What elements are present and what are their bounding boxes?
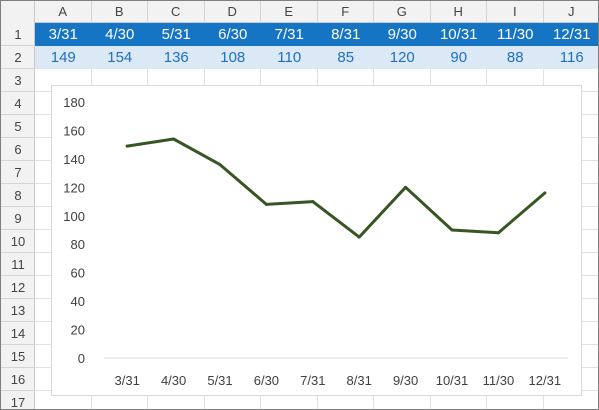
- cell-i2[interactable]: 88: [487, 46, 544, 69]
- column-header-d[interactable]: D: [205, 1, 261, 23]
- cell-i1[interactable]: 11/30: [487, 23, 544, 46]
- row-header-1[interactable]: 1: [1, 23, 35, 46]
- row-header-4[interactable]: 4: [1, 92, 35, 115]
- cell-e1[interactable]: 7/31: [261, 23, 318, 46]
- x-tick-label: 4/30: [161, 373, 186, 388]
- data-point[interactable]: [357, 235, 361, 239]
- row-header-bar: 1 2 3 4 5 6 7 8 9 10 11 12 13 14 15 16 17: [1, 23, 35, 409]
- data-point[interactable]: [172, 137, 176, 141]
- row-header-7[interactable]: 7: [1, 161, 35, 184]
- row-header-3[interactable]: 3: [1, 69, 35, 92]
- chart-canvas: 0 20 40 60 80 100 120 140 160 180 3/31 4/30 5/31 6/30…: [63, 95, 568, 388]
- cell-b2[interactable]: 154: [91, 46, 148, 69]
- cell-e2[interactable]: 110: [261, 46, 318, 69]
- data-point[interactable]: [543, 191, 547, 195]
- row-header-9[interactable]: 9: [1, 207, 35, 230]
- row-header-15[interactable]: 15: [1, 345, 35, 368]
- data-point[interactable]: [264, 202, 268, 206]
- y-tick-label: 40: [71, 294, 85, 309]
- cell-h1[interactable]: 10/31: [430, 23, 487, 46]
- cell-g2[interactable]: 120: [374, 46, 431, 69]
- row-header-6[interactable]: 6: [1, 138, 35, 161]
- data-point[interactable]: [218, 163, 222, 167]
- line-chart[interactable]: 0 20 40 60 80 100 120 140 160 180 3/31 4/30 5/31 6/30…: [51, 85, 582, 396]
- y-tick-label: 20: [71, 323, 85, 338]
- row-header-5[interactable]: 5: [1, 115, 35, 138]
- cell-g1[interactable]: 9/30: [374, 23, 431, 46]
- cell-a1[interactable]: 3/31: [35, 23, 92, 46]
- data-point[interactable]: [496, 231, 500, 235]
- x-tick-label: 12/31: [529, 373, 562, 388]
- column-header-e[interactable]: E: [261, 1, 318, 23]
- data-point[interactable]: [311, 200, 315, 204]
- cell-f2[interactable]: 85: [317, 46, 374, 69]
- column-header-c[interactable]: C: [148, 1, 205, 23]
- y-tick-label: 180: [63, 95, 85, 110]
- cell-j1[interactable]: 12/31: [543, 23, 598, 46]
- cell-d1[interactable]: 6/30: [204, 23, 261, 46]
- x-tick-label: 7/31: [300, 373, 325, 388]
- data-point[interactable]: [125, 144, 129, 148]
- row-header-2[interactable]: 2: [1, 46, 35, 69]
- y-tick-label: 80: [71, 237, 85, 252]
- row-header-17[interactable]: 17: [1, 391, 35, 409]
- row-header-14[interactable]: 14: [1, 322, 35, 345]
- row-header-12[interactable]: 12: [1, 276, 35, 299]
- x-tick-label: 8/31: [347, 373, 372, 388]
- row-header-8[interactable]: 8: [1, 184, 35, 207]
- column-header-f[interactable]: F: [318, 1, 374, 23]
- y-tick-label: 140: [63, 152, 85, 167]
- y-tick-label: 60: [71, 266, 85, 281]
- column-header-i[interactable]: I: [487, 1, 544, 23]
- y-tick-label: 160: [63, 123, 85, 138]
- x-tick-label: 5/31: [207, 373, 232, 388]
- cell-h2[interactable]: 90: [430, 46, 487, 69]
- row-header-16[interactable]: 16: [1, 368, 35, 391]
- x-tick-label: 9/30: [393, 373, 418, 388]
- column-header-j[interactable]: J: [544, 1, 599, 23]
- cell-d2[interactable]: 108: [204, 46, 261, 69]
- select-all-corner[interactable]: [1, 1, 35, 23]
- y-tick-label: 100: [63, 209, 85, 224]
- data-point[interactable]: [404, 185, 408, 189]
- x-tick-label: 10/31: [436, 373, 469, 388]
- column-header-b[interactable]: B: [92, 1, 148, 23]
- row-header-13[interactable]: 13: [1, 299, 35, 322]
- cell-a2[interactable]: 149: [35, 46, 92, 69]
- cell-j2[interactable]: 116: [543, 46, 598, 69]
- cell-c2[interactable]: 136: [148, 46, 205, 69]
- row-header-10[interactable]: 10: [1, 230, 35, 253]
- data-point[interactable]: [450, 228, 454, 232]
- cell-c1[interactable]: 5/31: [148, 23, 205, 46]
- x-tick-label: 11/30: [483, 373, 515, 388]
- column-header-g[interactable]: G: [374, 1, 431, 23]
- y-tick-label: 120: [63, 180, 85, 195]
- row-header-11[interactable]: 11: [1, 253, 35, 276]
- cell-f1[interactable]: 8/31: [317, 23, 374, 46]
- x-tick-label: 3/31: [115, 373, 140, 388]
- cell-b1[interactable]: 4/30: [91, 23, 148, 46]
- y-tick-label: 0: [78, 351, 85, 366]
- series-line[interactable]: [125, 137, 547, 239]
- x-tick-label: 6/30: [254, 373, 279, 388]
- column-header-h[interactable]: H: [431, 1, 487, 23]
- column-header-a[interactable]: A: [35, 1, 92, 23]
